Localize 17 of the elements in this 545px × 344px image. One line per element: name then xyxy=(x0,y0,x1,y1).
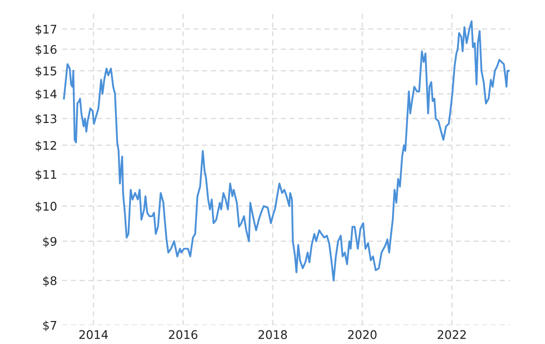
x-tick-label: 2016 xyxy=(168,330,198,340)
y-tick-label: $12 xyxy=(36,140,56,152)
y-tick-label: $9 xyxy=(43,236,56,248)
x-tick-label: 2020 xyxy=(348,330,377,340)
y-tick-label: $14 xyxy=(36,89,57,100)
y-tick-label: $8 xyxy=(43,276,56,287)
y-tick-label: $17 xyxy=(36,24,56,36)
y-tick-label: $7 xyxy=(43,320,56,332)
y-tick-label: $15 xyxy=(36,66,56,78)
x-tick-label: 2014 xyxy=(79,330,108,340)
x-tick-label: 2022 xyxy=(438,330,466,340)
y-tick-label: $16 xyxy=(36,44,57,56)
y-tick-label: $13 xyxy=(36,114,56,125)
x-tick-label: 2018 xyxy=(258,330,287,340)
y-tick-label: $11 xyxy=(36,170,56,181)
line-series xyxy=(63,20,510,282)
y-tick-label: $10 xyxy=(36,202,56,212)
